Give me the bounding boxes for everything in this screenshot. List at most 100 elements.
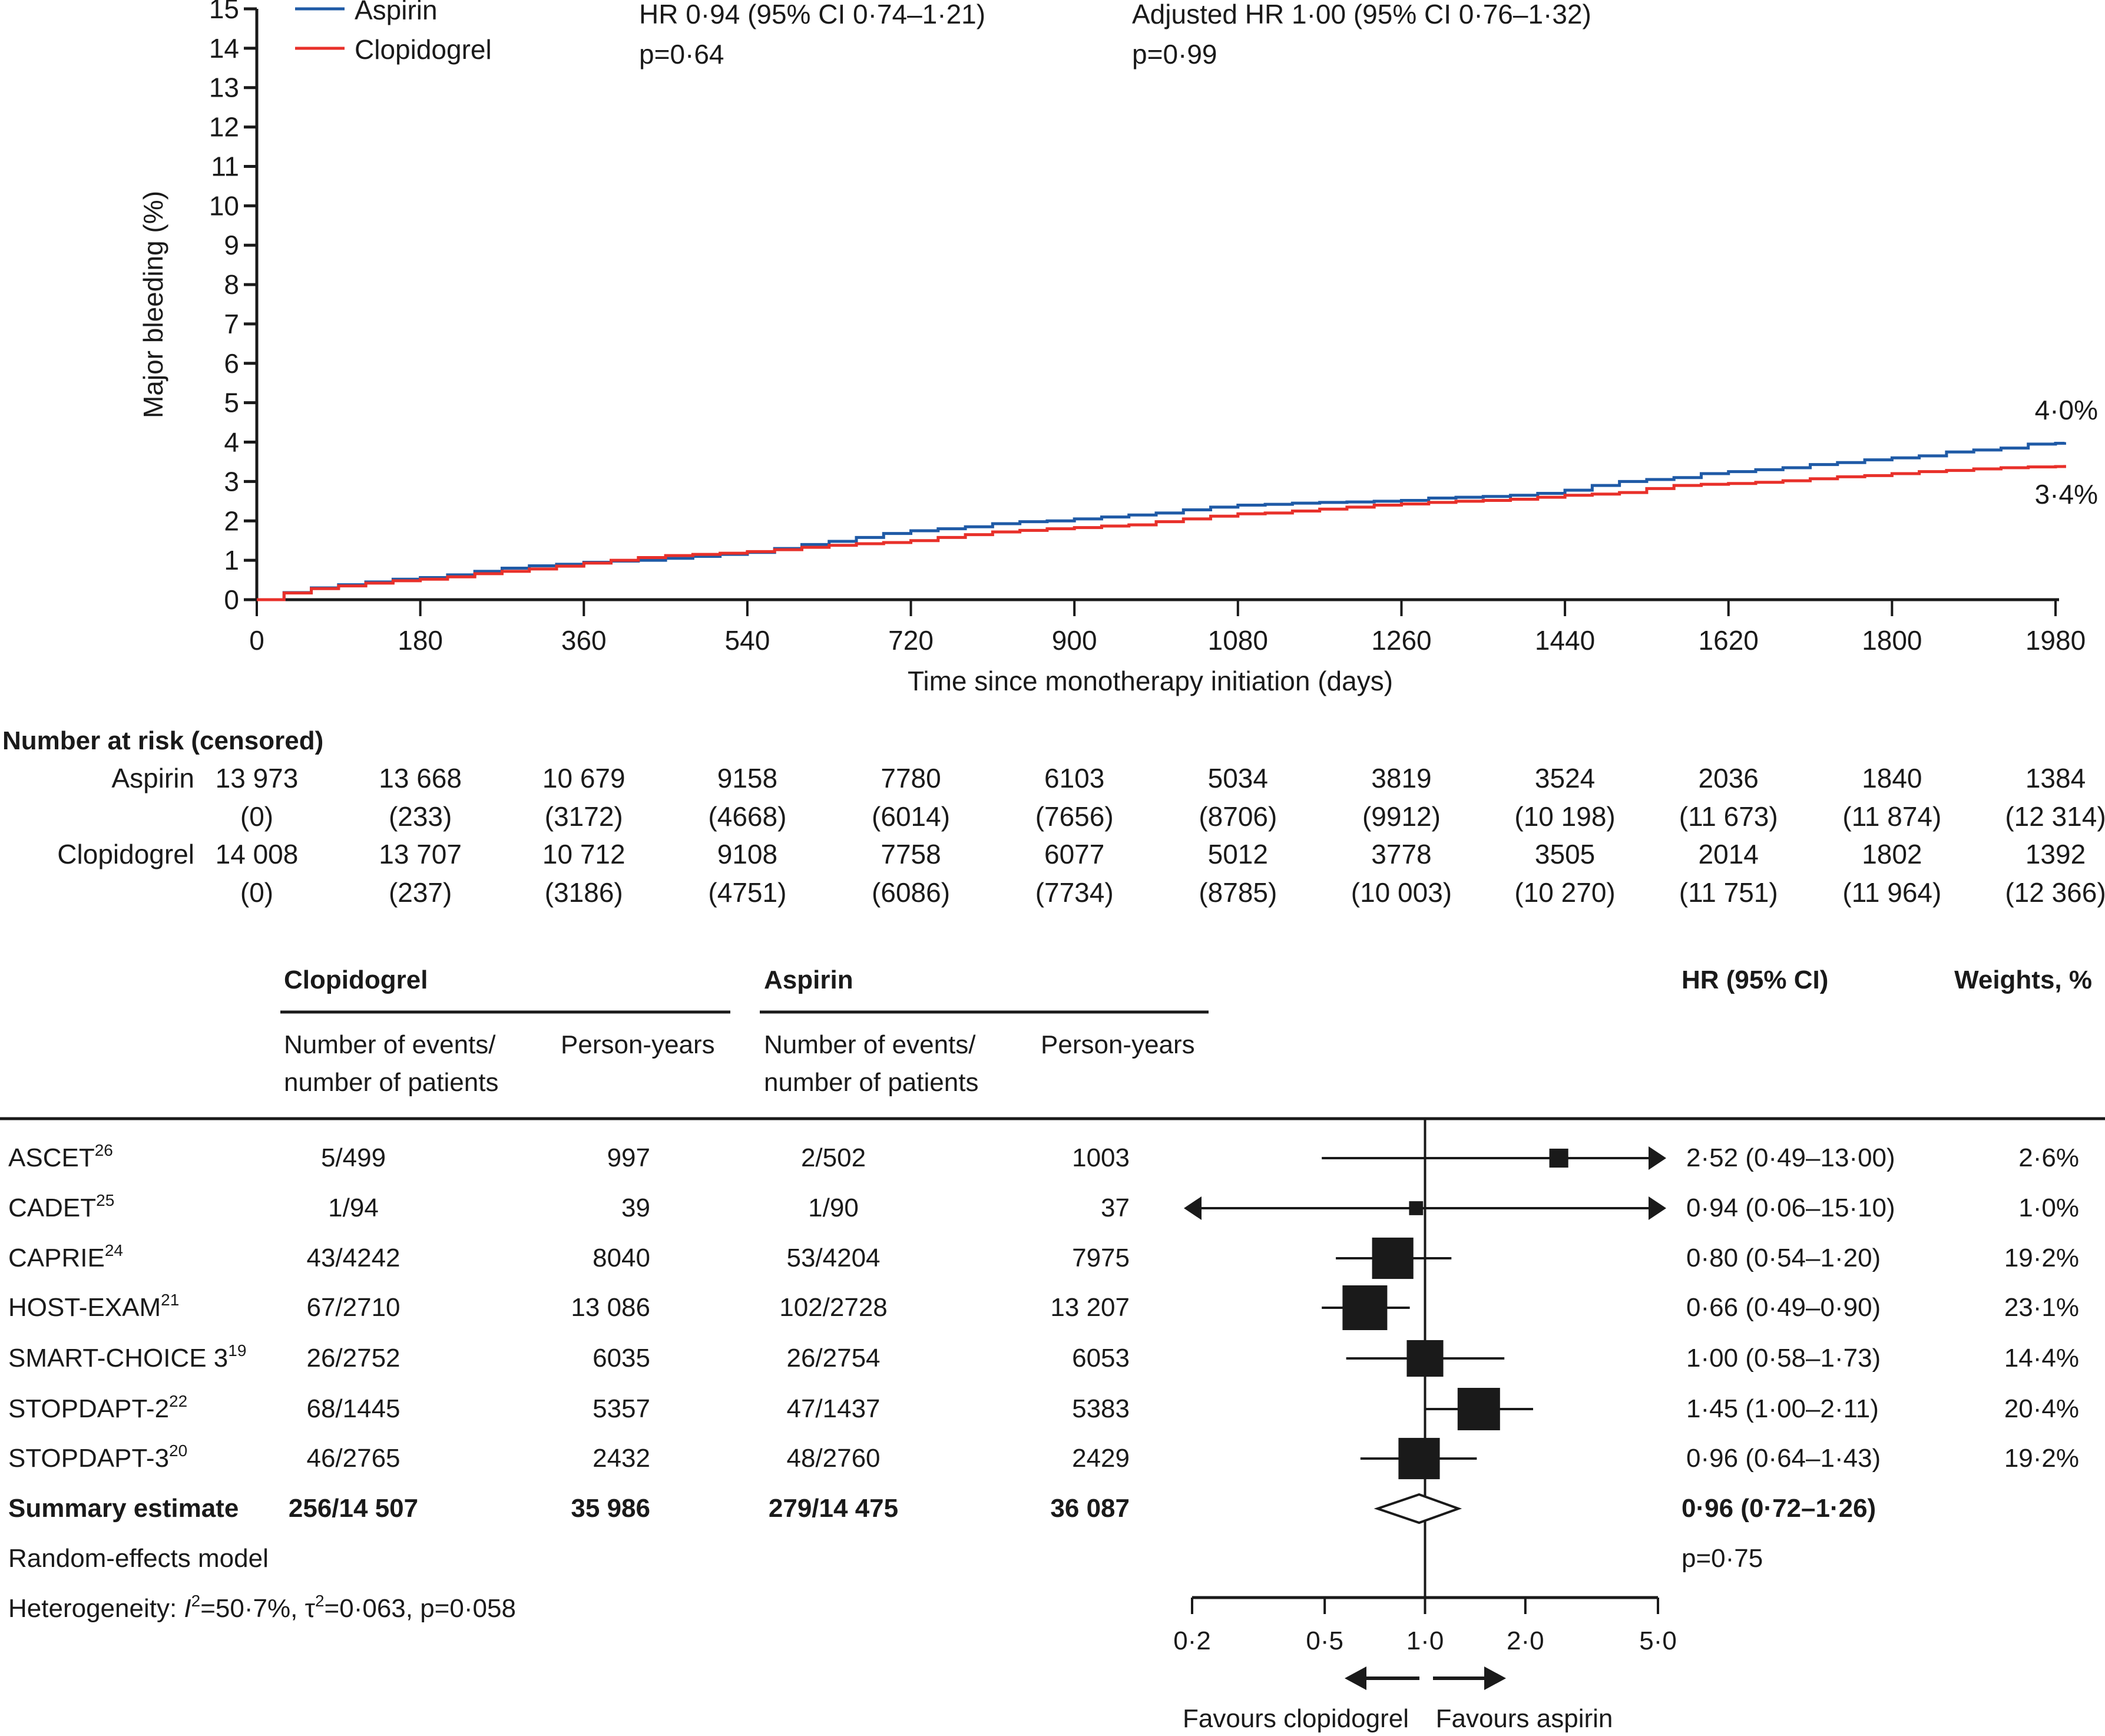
adjusted-hr-p-value: p=0·99	[1132, 39, 1217, 70]
weight: 23·1%	[2004, 1293, 2079, 1322]
clopidogrel-events: 43/4242	[306, 1244, 400, 1272]
y-tick-label: 2	[224, 505, 239, 536]
i2-value: =50·7%,	[200, 1594, 305, 1623]
y-tick-label: 14	[209, 33, 239, 64]
point-estimate-square	[1398, 1437, 1440, 1480]
x-tick-label: 900	[1052, 625, 1097, 656]
favours-aspirin-label: Favours aspirin	[1436, 1704, 1613, 1733]
clopidogrel-person-years: 8040	[593, 1244, 650, 1272]
summary-label: Summary estimate	[8, 1494, 239, 1523]
censored-value: (10 198)	[1514, 801, 1615, 832]
at-risk-value: 3819	[1371, 763, 1431, 793]
at-risk-value: 13 668	[379, 763, 462, 793]
x-axis: 0 180 360 540 720 900 1080 1260 1440 1620 1800 1980	[244, 598, 2086, 656]
y-tick-label: 6	[224, 348, 239, 379]
col-header-asp-events-1: Number of events/	[764, 1030, 976, 1059]
forest-plot: Clopidogrel Aspirin Number of events/ nu…	[0, 965, 2105, 1733]
x-tick-label: 1800	[1862, 625, 1922, 656]
ci-arrow-right-icon	[1649, 1146, 1666, 1170]
at-risk-value: 1802	[1862, 839, 1922, 869]
forest-x-tick-label: 0·2	[1173, 1626, 1211, 1655]
censored-value: (233)	[389, 801, 452, 832]
at-risk-value: 1840	[1862, 763, 1922, 793]
risk-row-label: Clopidogrel	[57, 839, 194, 869]
censored-value: (6086)	[872, 877, 950, 908]
col-header-clo-events-2: number of patients	[284, 1068, 498, 1097]
x-tick-label: 1080	[1208, 625, 1268, 656]
risk-rows: Aspirin 13 973 13 668 10 679 9158 7780 6103 503…	[57, 763, 2105, 908]
aspirin-person-years: 2429	[1072, 1444, 1130, 1473]
study-name: HOST-EXAM21	[8, 1291, 179, 1322]
col-header-clo-py: Person-years	[561, 1030, 715, 1059]
at-risk-value: 10 712	[542, 839, 625, 869]
summary-diamond	[1373, 1493, 1462, 1525]
clopidogrel-person-years: 6035	[593, 1344, 650, 1373]
censored-value: (8785)	[1199, 877, 1277, 908]
weight: 2·6%	[2018, 1143, 2079, 1172]
x-tick-label: 360	[561, 625, 607, 656]
point-estimate-square	[1409, 1201, 1424, 1215]
col-header-clo-events-1: Number of events/	[284, 1030, 496, 1059]
point-estimate-square	[1457, 1387, 1500, 1431]
y-tick-label: 8	[224, 269, 239, 300]
clopidogrel-events: 67/2710	[306, 1293, 400, 1322]
clopidogrel-person-years: 5357	[593, 1394, 650, 1423]
x-tick-label: 1980	[2025, 625, 2086, 656]
at-risk-value: 2036	[1699, 763, 1759, 793]
point-estimate-square	[1342, 1285, 1388, 1330]
y-tick-label: 15	[209, 0, 239, 24]
x-tick-label: 1260	[1371, 625, 1431, 656]
legend-label-aspirin: Aspirin	[355, 0, 438, 25]
favours-clopidogrel-label: Favours clopidogrel	[1183, 1704, 1409, 1733]
censored-value: (10 270)	[1514, 877, 1615, 908]
at-risk-value: 1392	[2025, 839, 2086, 869]
tau-symbol: τ	[305, 1594, 316, 1623]
hr-ci: 1·45 (1·00–2·11)	[1686, 1394, 1879, 1423]
forest-rows: ASCET26 5/499 997 2/502 1003 2·52 (0·49–13·00…	[8, 1141, 2079, 1523]
end-label-aspirin: 4·0%	[2035, 395, 2098, 425]
hr-ci: 0·80 (0·54–1·20)	[1686, 1244, 1881, 1272]
censored-value: (3172)	[545, 801, 623, 832]
y-tick-label: 9	[224, 230, 239, 260]
at-risk-value: 13 707	[379, 839, 462, 869]
y-tick-label: 13	[209, 72, 239, 103]
hr-ci: 0·66 (0·49–0·90)	[1686, 1293, 1881, 1322]
clopidogrel-events: 1/94	[328, 1193, 379, 1222]
study-name: CAPRIE24	[8, 1241, 123, 1272]
study-name: ASCET26	[8, 1141, 113, 1172]
at-risk-value: 9108	[717, 839, 777, 869]
tau-value: =0·063, p=0·058	[325, 1594, 516, 1623]
y-tick-label: 11	[211, 151, 239, 181]
x-tick-label: 1620	[1699, 625, 1759, 656]
tau-sup: 2	[315, 1592, 325, 1610]
censored-value: (4751)	[708, 877, 786, 908]
summary-aspirin-person-years: 36 087	[1050, 1494, 1130, 1523]
hr-ci: 2·52 (0·49–13·00)	[1686, 1143, 1895, 1172]
aspirin-person-years: 37	[1101, 1193, 1130, 1222]
col-header-asp-events-2: number of patients	[764, 1068, 978, 1097]
censored-value: (6014)	[872, 801, 950, 832]
hr-p-value: p=0·64	[639, 39, 724, 70]
heterogeneity-prefix: Heterogeneity:	[8, 1594, 184, 1623]
clopidogrel-person-years: 2432	[593, 1444, 650, 1473]
summary-p-value: p=0·75	[1682, 1544, 1763, 1573]
x-tick-label: 180	[398, 625, 443, 656]
i2-symbol: I	[184, 1594, 191, 1623]
x-tick-label: 0	[249, 625, 264, 656]
at-risk-value: 3778	[1371, 839, 1431, 869]
arrow-left-icon	[1345, 1666, 1366, 1690]
y-tick-label: 7	[224, 309, 239, 339]
risk-table-title: Number at risk (censored)	[2, 726, 323, 755]
x-tick-label: 1440	[1535, 625, 1595, 656]
at-risk-value: 1384	[2025, 763, 2086, 793]
at-risk-value: 13 973	[216, 763, 299, 793]
at-risk-value: 7758	[881, 839, 941, 869]
censored-value: (9912)	[1362, 801, 1441, 832]
y-tick-label: 10	[209, 190, 239, 221]
clopidogrel-events: 26/2752	[306, 1344, 400, 1373]
group-header-clopidogrel: Clopidogrel	[284, 965, 428, 994]
y-tick-label: 3	[224, 466, 239, 497]
group-header-aspirin: Aspirin	[764, 965, 853, 994]
series-line-clopidogrel	[257, 465, 2066, 601]
